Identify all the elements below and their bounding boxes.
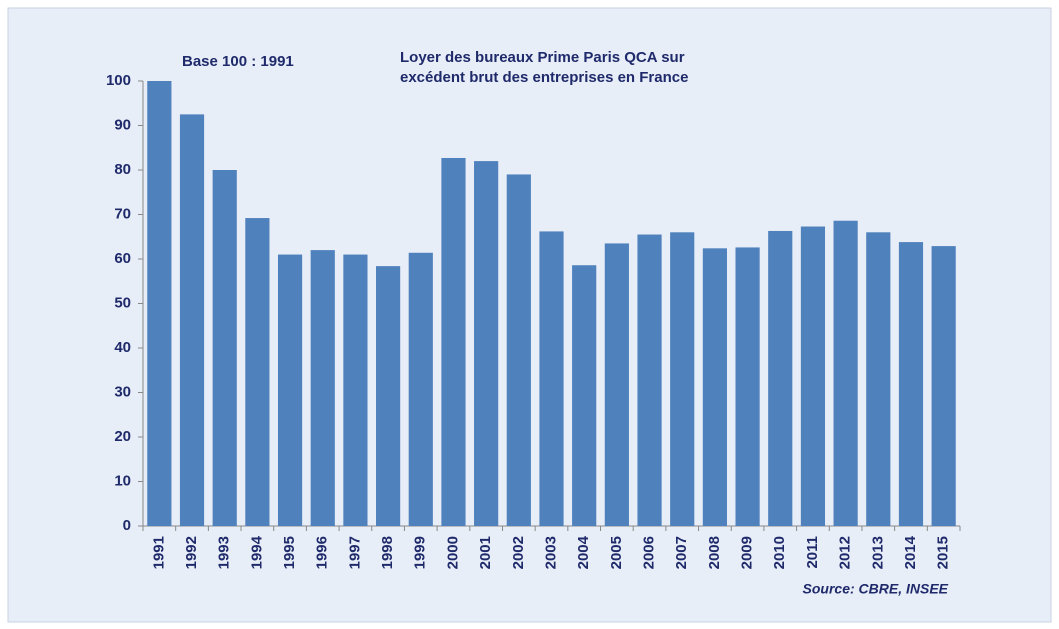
x-tick-label: 2005 (608, 536, 625, 569)
x-tick-label: 1997 (346, 536, 363, 569)
bar (506, 174, 531, 526)
bar (441, 157, 466, 527)
x-tick-label: 2002 (510, 536, 527, 569)
y-tick-label: 70 (114, 205, 131, 222)
bar (800, 226, 826, 526)
x-tick-label: 1996 (314, 536, 331, 569)
bar (376, 266, 401, 526)
x-tick-label: 2004 (575, 535, 592, 569)
x-tick-label: 1998 (379, 536, 396, 569)
x-tick-label: 1993 (216, 536, 233, 569)
bar (474, 161, 499, 526)
bar (310, 250, 335, 526)
bar (179, 114, 205, 526)
y-tick-label: 40 (114, 339, 131, 356)
x-tick-label: 2000 (444, 536, 461, 569)
x-tick-label: 1992 (183, 536, 200, 569)
bar (147, 81, 172, 526)
x-tick-label: 2010 (771, 536, 788, 569)
bar (245, 218, 270, 526)
y-tick-label: 90 (114, 116, 131, 133)
y-tick-label: 80 (114, 161, 131, 178)
x-tick-label: 2001 (477, 536, 494, 569)
bar (768, 230, 793, 526)
x-tick-label: 2014 (902, 535, 919, 569)
bar (735, 247, 760, 526)
bar (604, 243, 629, 527)
x-tick-label: 2008 (706, 536, 723, 569)
bar (539, 231, 564, 526)
y-tick-label: 10 (114, 472, 131, 489)
chart-title: Loyer des bureaux Prime Paris QCA sur (400, 49, 685, 66)
bar (898, 242, 924, 526)
bar (572, 265, 597, 526)
x-tick-label: 2015 (935, 536, 952, 569)
chart-subtitle: Base 100 : 1991 (182, 53, 294, 70)
x-tick-label: 1991 (150, 536, 167, 569)
x-tick-label: 2012 (837, 536, 854, 569)
y-tick-label: 100 (106, 72, 131, 89)
y-tick-label: 0 (123, 517, 131, 534)
bar (637, 234, 662, 526)
bar (212, 170, 237, 526)
bar (343, 254, 368, 527)
source-note: Source: CBRE, INSEE (803, 581, 949, 597)
bar (833, 220, 858, 527)
y-tick-label: 30 (114, 383, 131, 400)
bar (277, 254, 303, 527)
bar (702, 248, 727, 526)
x-tick-label: 2003 (542, 536, 559, 569)
x-tick-label: 2009 (739, 536, 756, 569)
x-tick-label: 2007 (673, 536, 690, 569)
x-tick-label: 2006 (641, 536, 658, 569)
y-tick-label: 60 (114, 250, 131, 267)
y-tick-label: 20 (114, 428, 131, 445)
bar (931, 246, 956, 526)
bar (408, 252, 433, 526)
bar (866, 232, 891, 527)
bar (670, 232, 695, 527)
chart-title: excédent brut des entreprises en France (400, 69, 688, 86)
x-tick-label: 1995 (281, 536, 298, 569)
x-tick-label: 1994 (248, 535, 265, 569)
x-tick-label: 2013 (869, 536, 886, 569)
x-tick-label: 2011 (804, 536, 821, 569)
x-tick-label: 1999 (412, 536, 429, 569)
y-tick-label: 50 (114, 294, 131, 311)
